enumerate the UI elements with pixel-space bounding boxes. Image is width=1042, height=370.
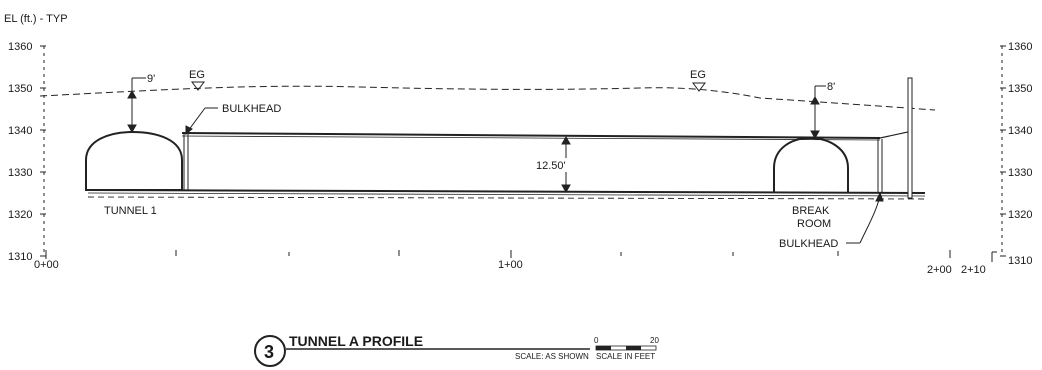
station-label-0: 0+00 (34, 259, 59, 271)
break-room-arch (773, 136, 849, 192)
station-axis (45, 250, 997, 262)
bulkhead-callout-top (185, 107, 218, 136)
station-label-100: 1+00 (498, 259, 523, 271)
elevation-label-1310-left: 1310 (8, 251, 32, 263)
eg-triangle-left-icon (191, 81, 205, 91)
eg-triangle-right-icon (692, 82, 706, 92)
tunnel-a-body (87, 129, 929, 200)
elevation-label-1350-left: 1350 (8, 83, 32, 95)
elevation-label-1330-left: 1330 (8, 167, 32, 179)
elevation-label-1350-right: 1350 (1008, 83, 1032, 95)
elevation-label-1360-right: 1360 (1008, 41, 1032, 53)
portal-wall (907, 77, 913, 199)
eg-label-left: EG (189, 69, 205, 81)
bulkhead-right (877, 139, 883, 193)
bulkhead-label-bottom: BULKHEAD (779, 238, 838, 250)
eg-label-right: EG (690, 69, 706, 81)
elevation-label-1320-left: 1320 (8, 209, 32, 221)
break-room-label-line-1: BREAK (792, 205, 830, 217)
scale-bar (595, 345, 657, 351)
elevation-label-1360-left: 1360 (8, 41, 32, 53)
tunnel-height-dimension (561, 135, 571, 194)
left-elevation-axis (40, 45, 46, 257)
station-label-210: 2+10 (961, 264, 986, 276)
elevation-label-1340-right: 1340 (1008, 125, 1032, 137)
drawing-title: TUNNEL A PROFILE (289, 333, 423, 349)
elevation-label-1330-right: 1330 (1008, 167, 1032, 179)
bulkhead-label-top: BULKHEAD (222, 103, 281, 115)
elevation-label-1310-right: 1310 (1008, 255, 1032, 267)
title-block: 3 TUNNEL A PROFILE SCALE: AS SHOWN 0 20 … (254, 333, 659, 367)
break-room-label-line-2: ROOM (797, 218, 831, 230)
cover-dimension-right (810, 85, 826, 140)
cover-label-right: 8' (827, 81, 835, 93)
station-label-200: 2+00 (927, 264, 952, 276)
scale-bar-start-label: 0 (594, 336, 599, 345)
right-elevation-axis (1000, 45, 1006, 257)
elevation-label-1340-left: 1340 (8, 125, 32, 137)
bulkhead-callout-bottom (846, 191, 884, 244)
cover-dimension-left (127, 77, 146, 134)
elevation-label-1320-right: 1320 (1008, 209, 1032, 221)
existing-grade-line (39, 85, 936, 111)
tunnel-1-label: TUNNEL 1 (104, 205, 157, 217)
scale-note: SCALE: AS SHOWN (515, 352, 589, 361)
detail-number-circle (254, 335, 286, 367)
detail-number: 3 (264, 342, 274, 362)
bulkhead-left (183, 134, 189, 191)
cover-label-left: 9' (147, 73, 155, 85)
scale-units-label: SCALE IN FEET (596, 352, 655, 361)
tunnel-1-arch (85, 130, 183, 191)
scale-bar-end-label: 20 (650, 336, 659, 345)
tunnel-height-label: 12.50' (536, 160, 566, 172)
elevation-axis-label: EL (ft.) - TYP (4, 13, 68, 25)
